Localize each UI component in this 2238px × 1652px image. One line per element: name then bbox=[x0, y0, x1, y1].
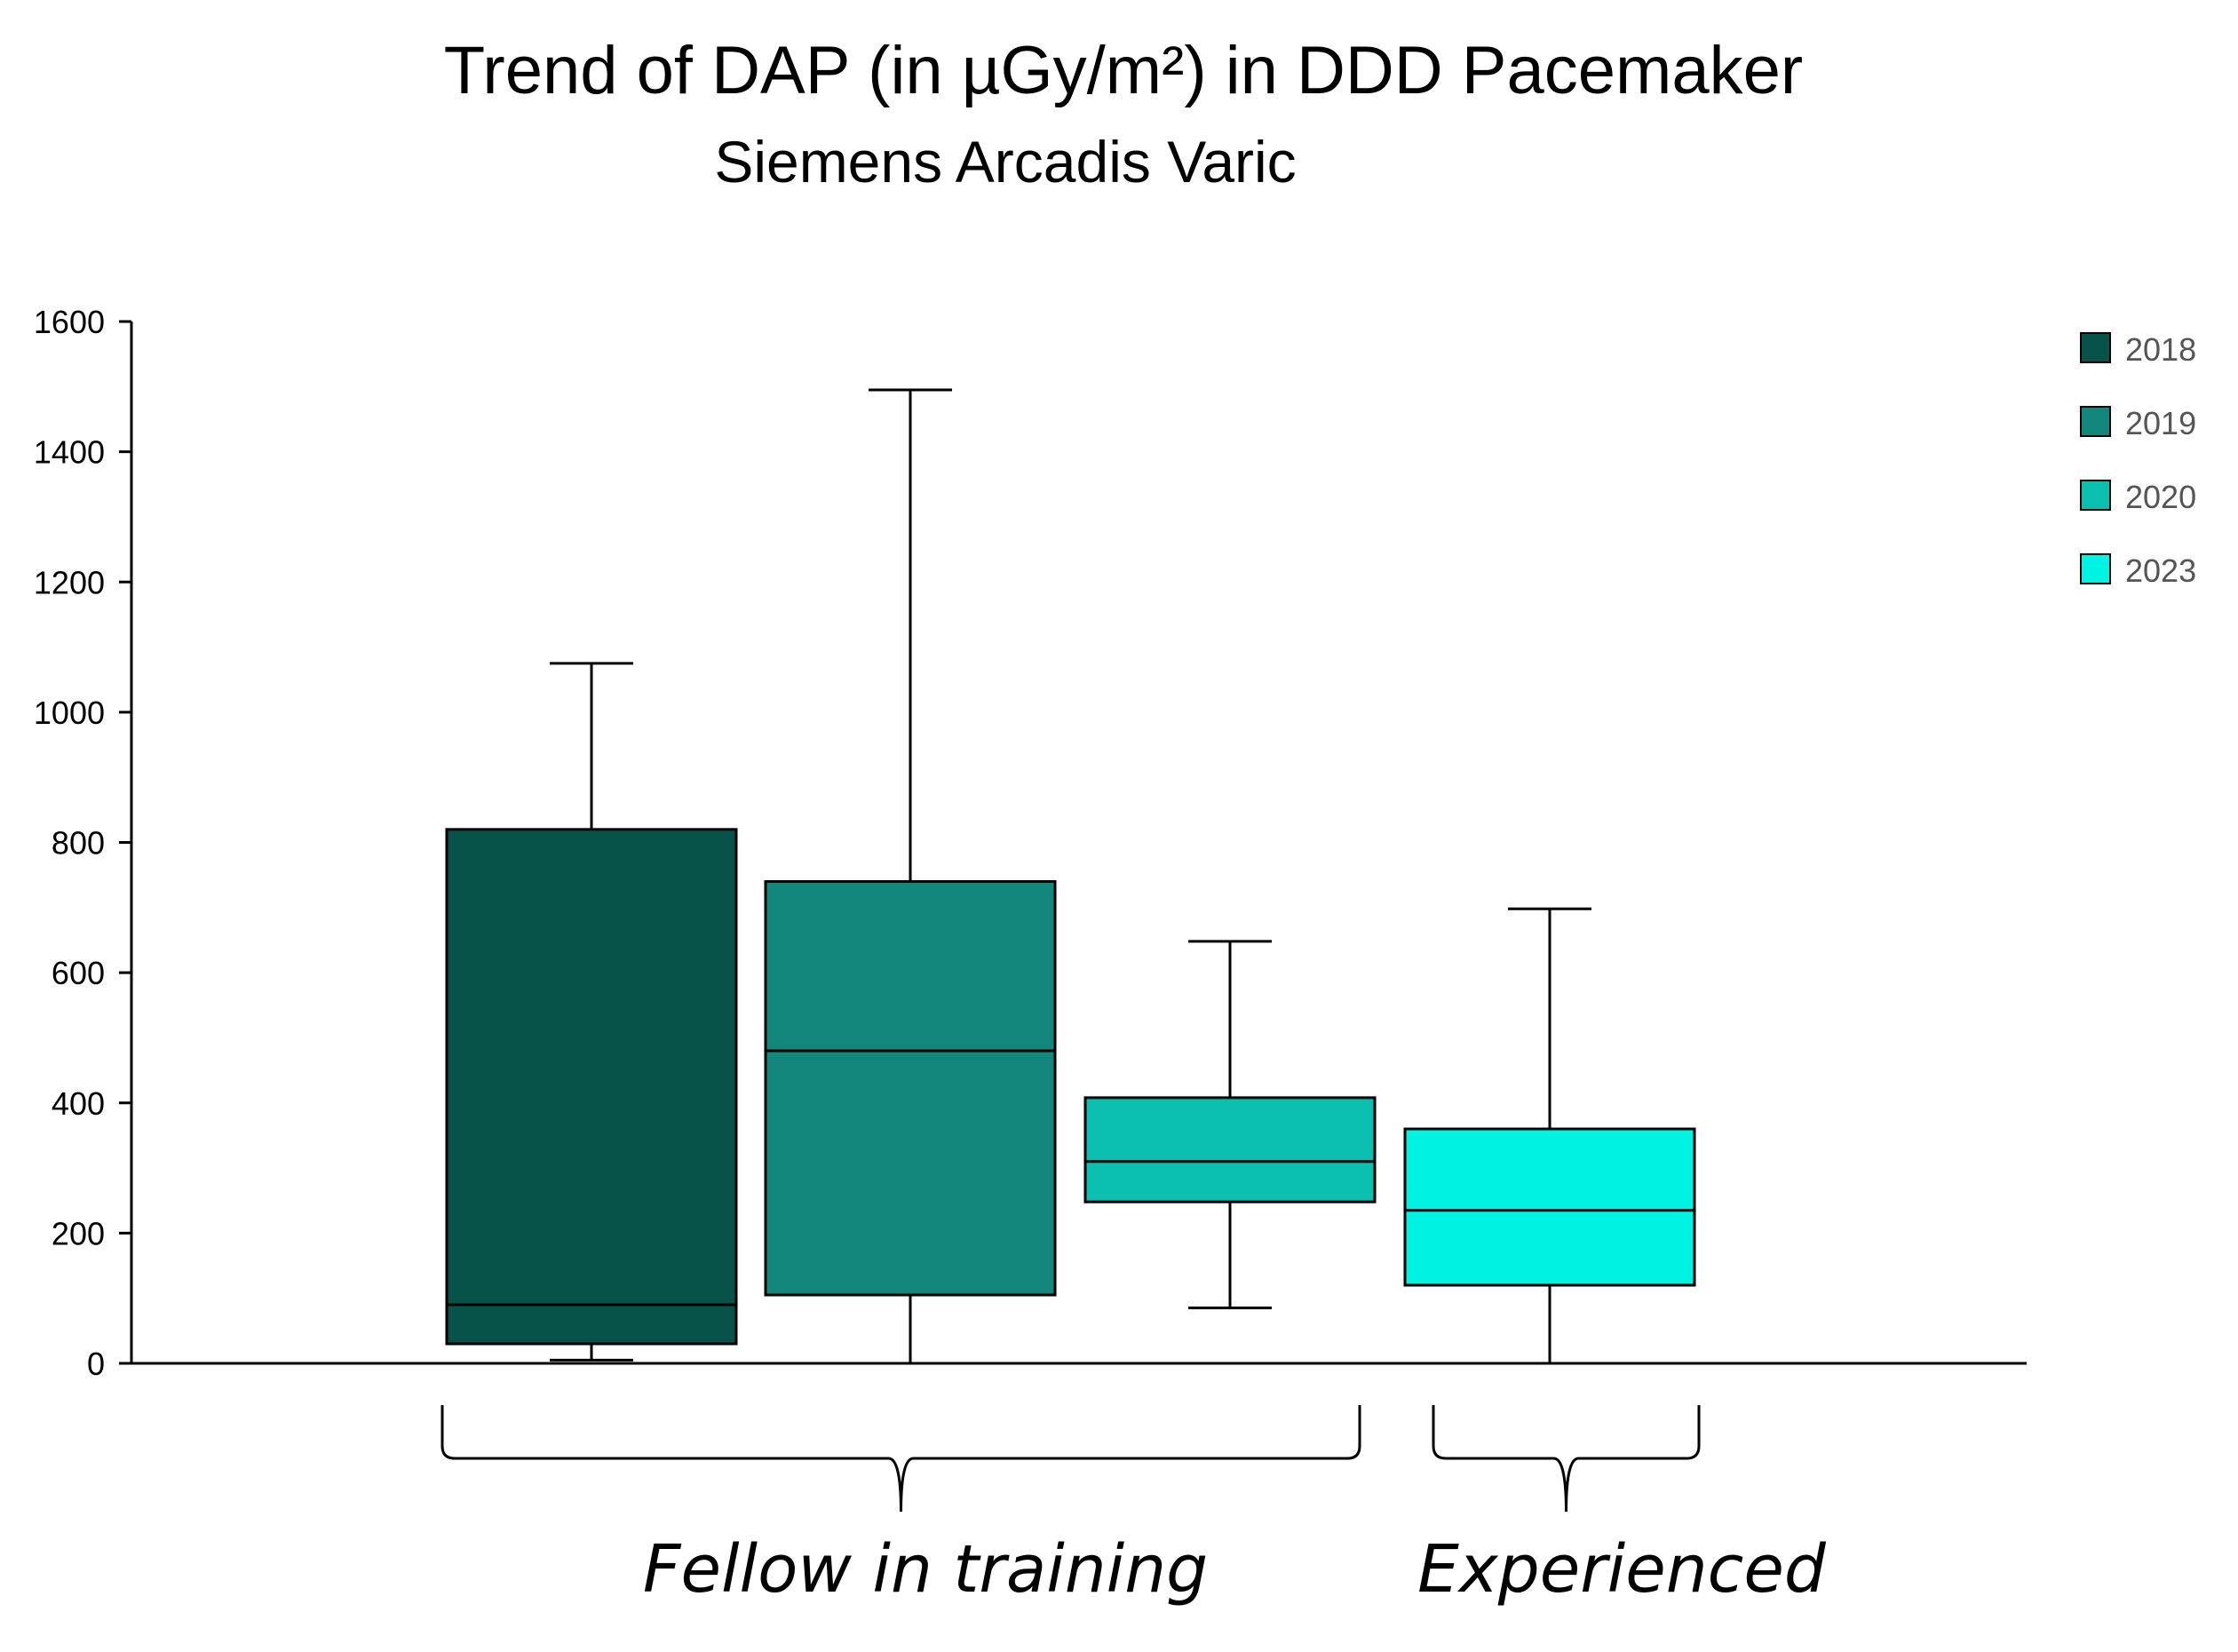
boxes bbox=[445, 388, 1696, 1363]
y-tick-label: 200 bbox=[52, 1215, 105, 1251]
legend-item-2020: 2020 bbox=[2080, 479, 2196, 515]
y-tick-label: 1600 bbox=[34, 304, 105, 340]
legend-label: 2020 bbox=[2125, 479, 2196, 515]
legend-swatch bbox=[2080, 480, 2111, 511]
y-tick-label: 400 bbox=[52, 1085, 105, 1122]
axes: 0 200 400 600 800 1000 1200 1400 1600 bbox=[34, 304, 2027, 1382]
group-brace bbox=[440, 1405, 1361, 1513]
iqr-box bbox=[764, 879, 1057, 1297]
box-2018 bbox=[445, 662, 738, 1362]
y-tick-label: 1200 bbox=[34, 564, 105, 600]
iqr-box bbox=[445, 828, 738, 1346]
box-2020 bbox=[1083, 940, 1377, 1310]
legend-label: 2019 bbox=[2125, 405, 2196, 441]
group-1: Experienced bbox=[1417, 1405, 1827, 1608]
legend: 2018 2019 2020 2023 bbox=[2080, 331, 2196, 589]
y-tick-label: 1400 bbox=[34, 434, 105, 471]
y-tick-label: 800 bbox=[52, 825, 105, 862]
legend-swatch bbox=[2080, 332, 2111, 363]
legend-label: 2023 bbox=[2125, 552, 2196, 589]
iqr-box bbox=[1083, 1096, 1377, 1203]
chart-subtitle: Siemens Arcadis Varic bbox=[714, 129, 1296, 195]
y-tick-label: 1000 bbox=[34, 695, 105, 731]
box-2023 bbox=[1403, 907, 1696, 1363]
group-label: Fellow in training bbox=[643, 1531, 1208, 1608]
legend-label: 2018 bbox=[2125, 331, 2196, 368]
group-brace bbox=[1432, 1405, 1701, 1513]
group-0: Fellow in training bbox=[440, 1405, 1361, 1608]
legend-item-2019: 2019 bbox=[2080, 405, 2196, 441]
iqr-box bbox=[1403, 1127, 1696, 1287]
box-2019 bbox=[764, 388, 1057, 1363]
group-braces: Fellow in training Experienced bbox=[440, 1405, 1827, 1608]
group-label: Experienced bbox=[1417, 1531, 1827, 1608]
legend-swatch bbox=[2080, 553, 2111, 584]
y-tick-label: 0 bbox=[87, 1346, 105, 1382]
legend-item-2018: 2018 bbox=[2080, 331, 2196, 368]
legend-swatch bbox=[2080, 406, 2111, 437]
y-tick-label: 600 bbox=[52, 955, 105, 991]
legend-item-2023: 2023 bbox=[2080, 552, 2196, 589]
chart-title: Trend of DAP (in µGy/m²) in DDD Pacemake… bbox=[444, 33, 1803, 108]
